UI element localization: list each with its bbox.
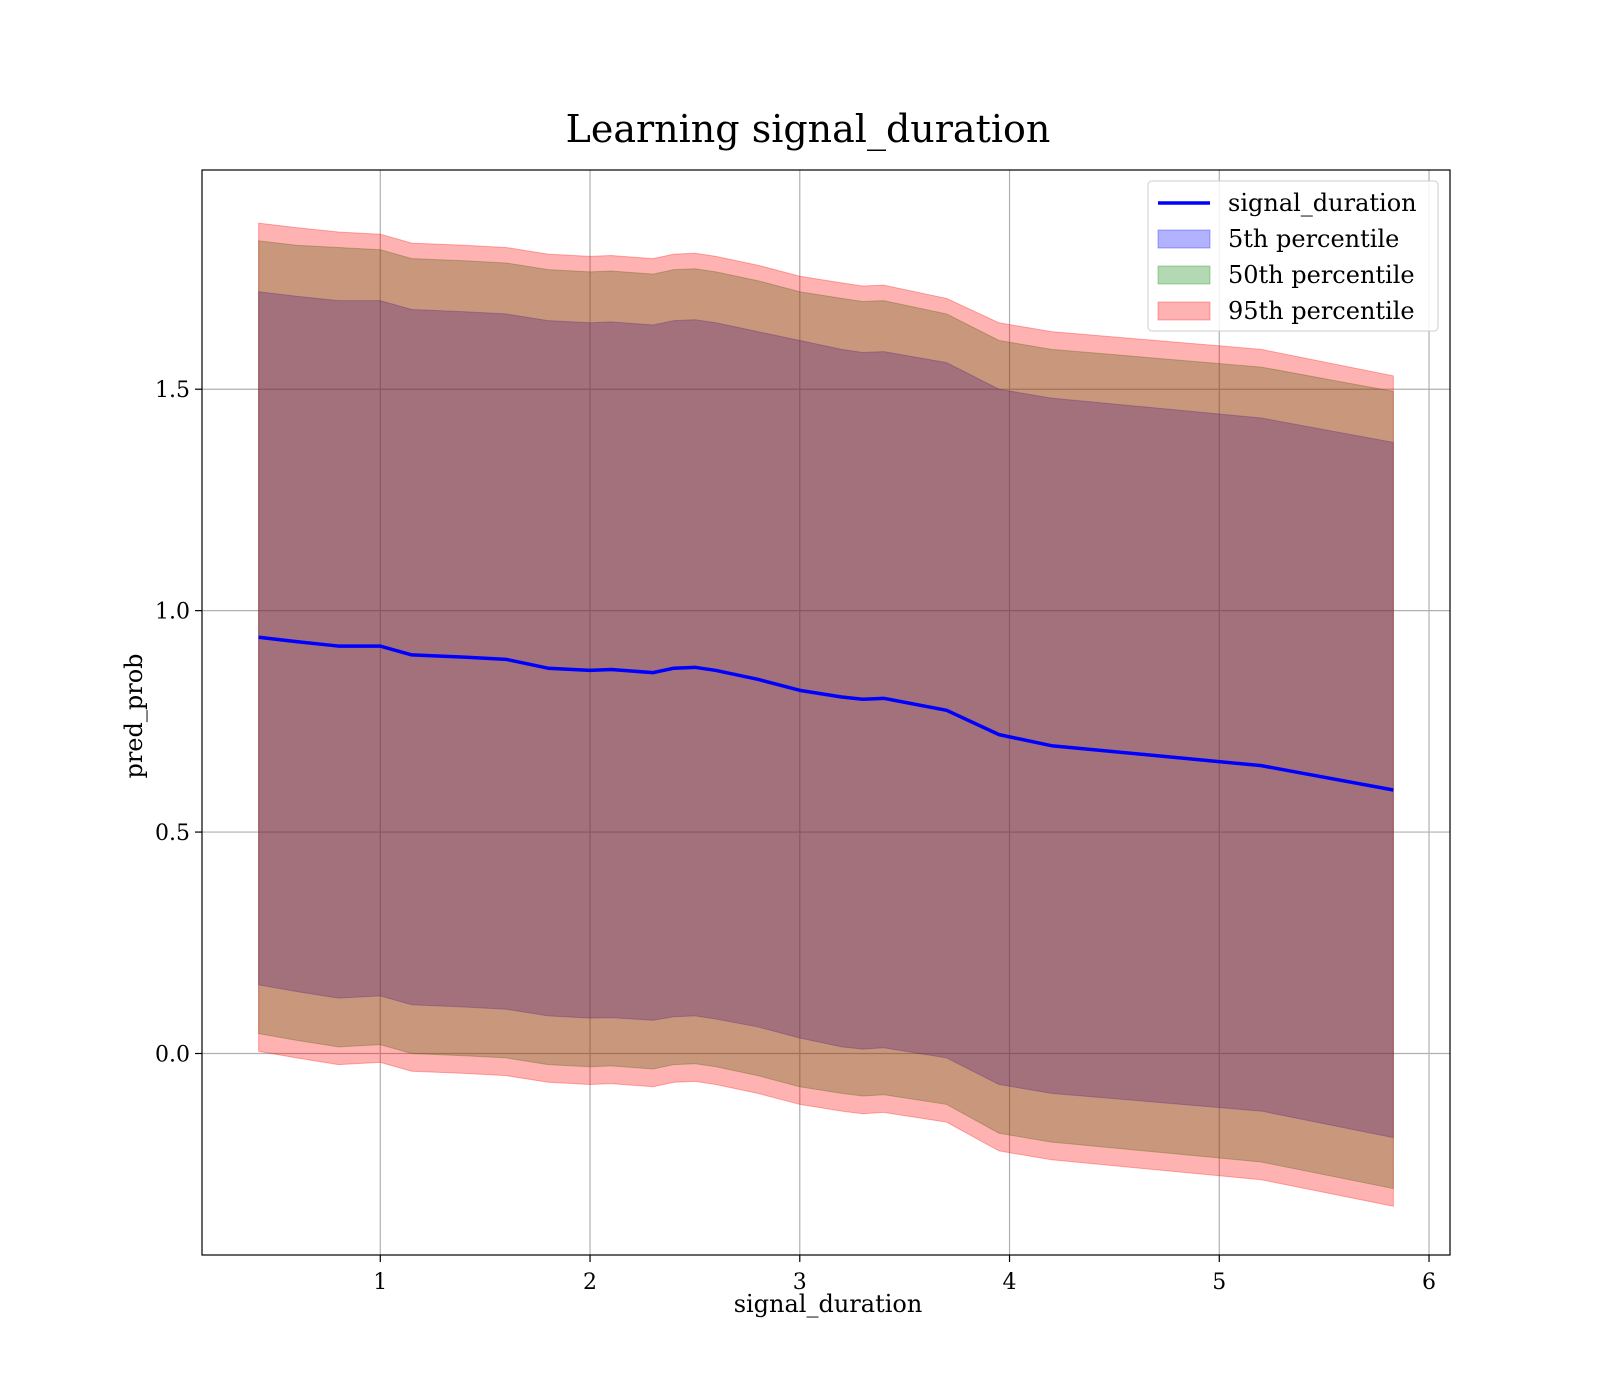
series-line-signal-duration xyxy=(258,635,1394,792)
y-tick-label: 0.5 xyxy=(155,821,190,846)
x-tick-label: 3 xyxy=(793,1270,807,1295)
x-tick-label: 5 xyxy=(1212,1270,1226,1295)
band-95th-percentile xyxy=(258,222,1394,1207)
y-tick-label: 0.0 xyxy=(155,1043,190,1068)
percentile-bands xyxy=(258,222,1394,1207)
y-tick-label: 1.0 xyxy=(155,600,190,625)
legend-swatch-band xyxy=(1157,229,1211,249)
mean-line-layer xyxy=(258,635,1394,792)
x-tick-label: 6 xyxy=(1422,1270,1436,1295)
legend-entry-label: signal_duration xyxy=(1228,189,1417,217)
legend-box xyxy=(1147,180,1439,332)
x-tick-label: 2 xyxy=(583,1270,597,1295)
y-tick-label: 1.5 xyxy=(155,378,190,403)
x-tick-label: 1 xyxy=(373,1270,387,1295)
grid-lines xyxy=(202,170,1450,1255)
x-axis-label: signal_duration xyxy=(734,1290,923,1318)
axis-ticks: 1 2 3 4 5 6 0.0 0.5 1.0 1.5 xyxy=(155,378,1436,1295)
legend-entry-label: 5th percentile xyxy=(1228,225,1399,253)
legend-entry-label: 50th percentile xyxy=(1228,261,1415,289)
legend-swatch-band xyxy=(1157,301,1211,321)
legend-swatch-band xyxy=(1157,265,1211,285)
legend-entry-label: 95th percentile xyxy=(1228,297,1415,325)
x-tick-label: 4 xyxy=(1003,1270,1017,1295)
chart-title: Learning signal_duration xyxy=(566,107,1051,152)
plot-frame xyxy=(201,169,1451,1256)
legend: signal_duration 5th percentile 50th percen… xyxy=(1147,180,1439,332)
y-axis-label: pred_prob xyxy=(120,653,148,778)
band-50th-percentile xyxy=(258,240,1394,1190)
band-5th-percentile xyxy=(258,291,1394,1139)
